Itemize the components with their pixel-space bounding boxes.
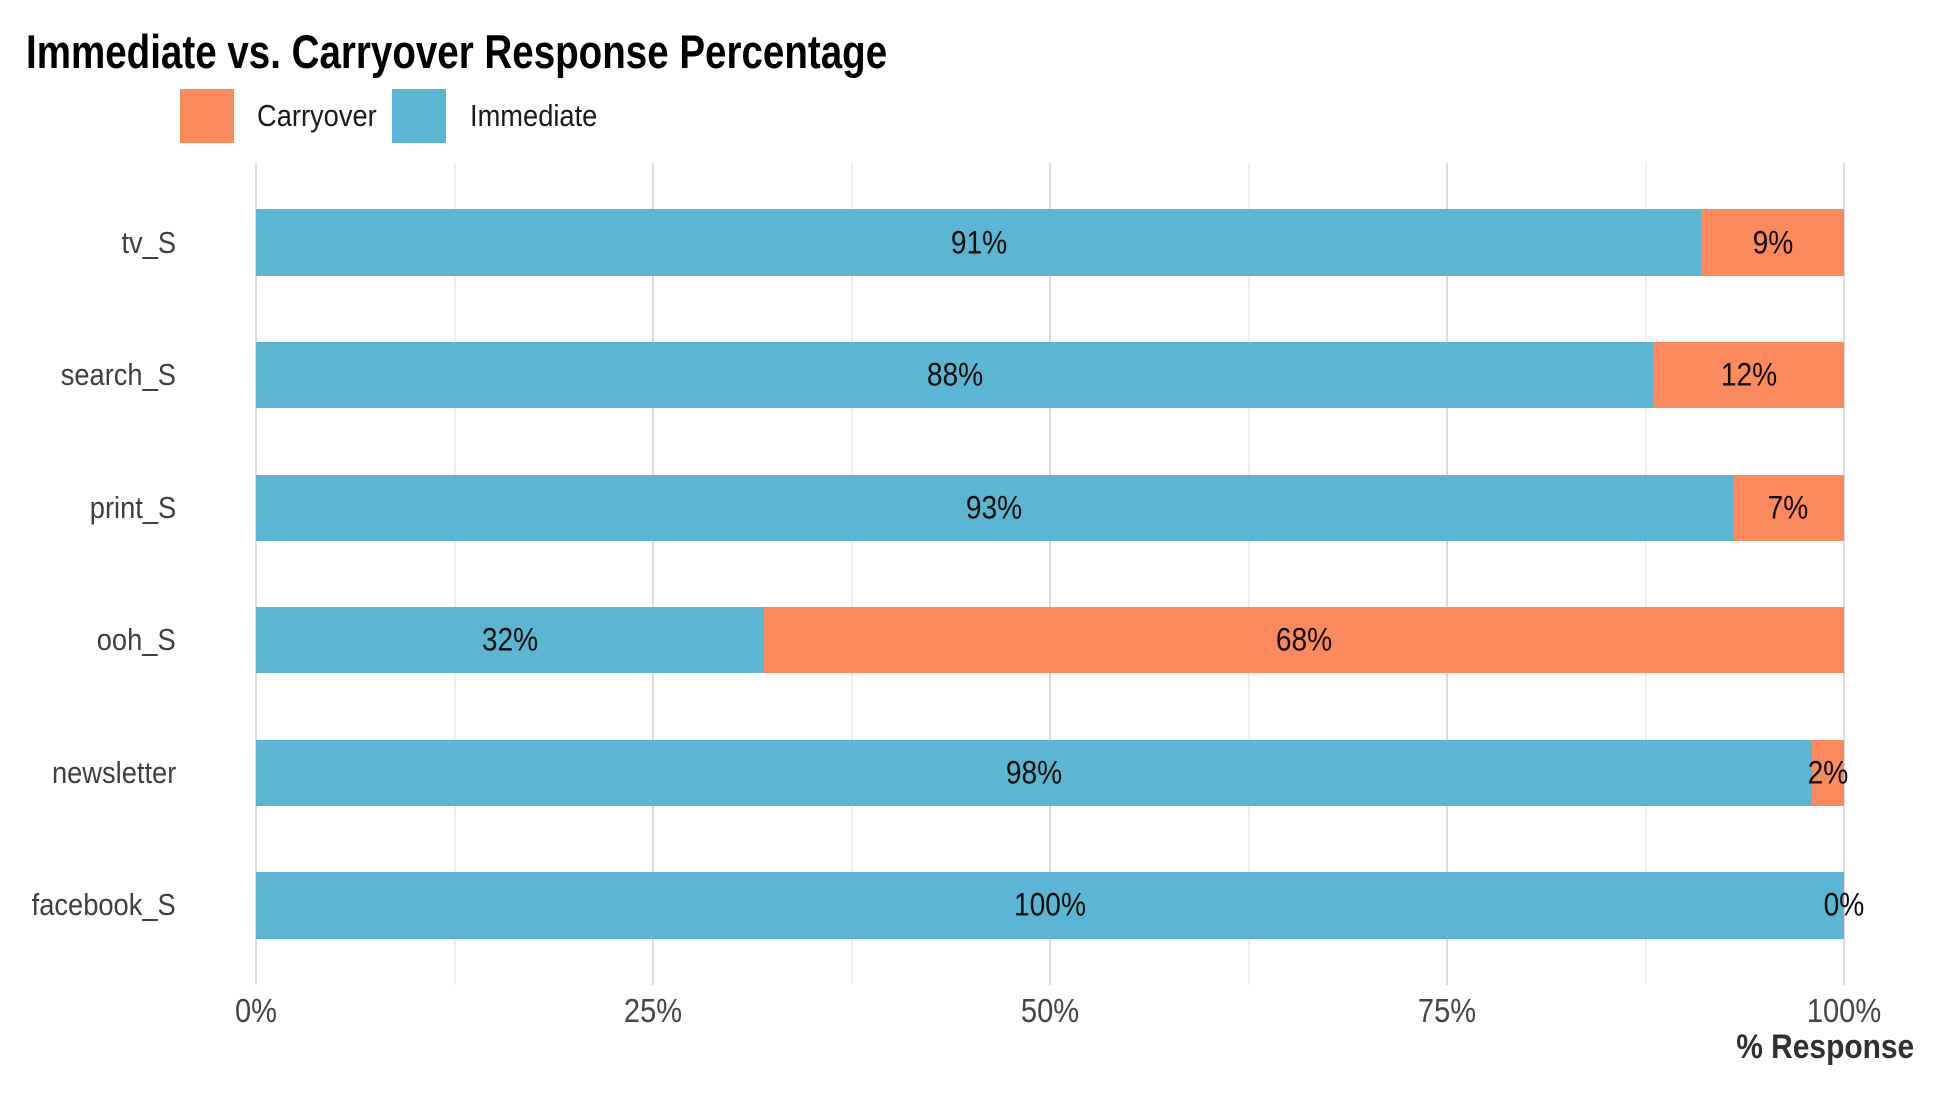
bar-value-label: 91% [950, 224, 1007, 261]
bar-value-label: 32% [481, 621, 539, 658]
gridline-major [1049, 163, 1051, 985]
bar-value-label: 88% [926, 356, 983, 393]
category-label: newsletter [51, 754, 176, 790]
bar-segment-immediate [256, 607, 765, 674]
gridline-minor [850, 163, 853, 985]
chart-title: Immediate vs. Carryover Response Percent… [26, 25, 888, 78]
bar-value-label: 100% [1013, 886, 1087, 923]
bar-value-label: 0% [1823, 886, 1865, 923]
bar-value-label: 12% [1720, 356, 1777, 393]
bar-segment-immediate [256, 872, 1844, 939]
x-tick-label: 100% [1806, 992, 1882, 1029]
gridline-major [1446, 163, 1448, 985]
legend-label-carryover: Carryover [257, 98, 377, 133]
category-label: search_S [60, 357, 176, 393]
gridline-minor [1644, 163, 1647, 985]
gridline-major [1843, 163, 1845, 985]
gridline-minor [1247, 163, 1250, 985]
x-tick-label: 50% [1020, 992, 1080, 1029]
bar-segment-carryover [1653, 341, 1844, 409]
bar-value-label: 98% [1005, 754, 1063, 791]
bar-segment-carryover [1732, 474, 1844, 541]
x-tick-label: 25% [623, 992, 683, 1029]
bar-value-label: 68% [1275, 621, 1333, 658]
bar-value-label: 7% [1768, 489, 1809, 526]
bar-segment-carryover [1812, 739, 1844, 806]
category-label: ooh_S [97, 622, 176, 658]
x-axis-title: % Response [1736, 1028, 1914, 1066]
gridline-minor [453, 163, 456, 985]
legend-swatch-carryover [180, 89, 234, 143]
bar-value-label: 93% [966, 489, 1023, 526]
x-tick-label: 0% [235, 992, 277, 1029]
bar-segment-immediate [256, 209, 1702, 276]
bar-segment-carryover [1701, 209, 1844, 276]
bar-value-label: 9% [1752, 224, 1793, 261]
legend-swatch-immediate [392, 89, 446, 143]
category-label: print_S [89, 489, 176, 525]
bar-value-label: 2% [1807, 754, 1849, 791]
gridline-major [652, 163, 654, 985]
legend-label-immediate: Immediate [470, 98, 598, 133]
bar-segment-carryover [764, 607, 1844, 674]
bar-segment-immediate [256, 474, 1733, 541]
x-tick-label: 75% [1417, 992, 1477, 1029]
category-label: tv_S [121, 224, 176, 260]
bar-segment-immediate [256, 739, 1813, 806]
gridline-major [255, 163, 257, 985]
category-label: facebook_S [31, 887, 176, 923]
bar-segment-immediate [256, 341, 1654, 409]
